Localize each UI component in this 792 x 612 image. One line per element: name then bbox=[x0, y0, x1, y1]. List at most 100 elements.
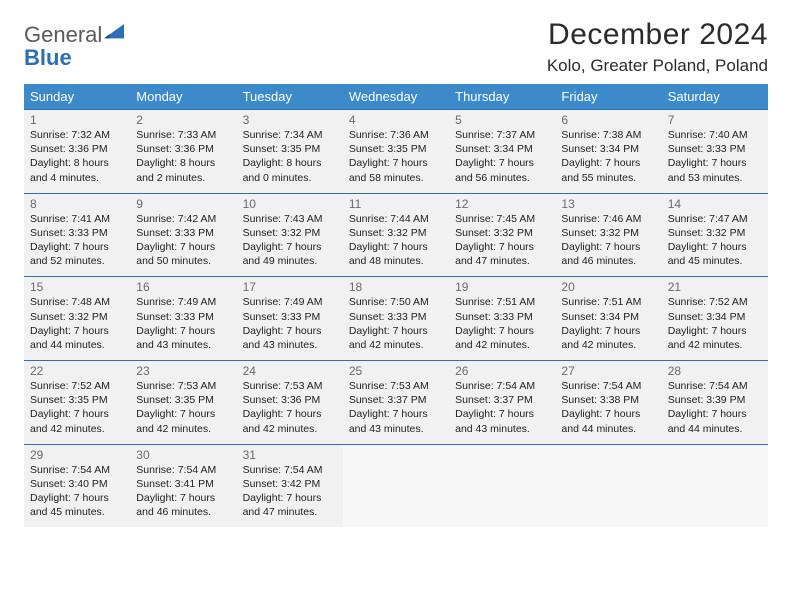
sunrise-text: Sunrise: 7:43 AM bbox=[243, 212, 337, 226]
sunset-text: Sunset: 3:36 PM bbox=[243, 393, 337, 407]
daylight-text: and 4 minutes. bbox=[30, 171, 124, 185]
sunrise-text: Sunrise: 7:47 AM bbox=[668, 212, 762, 226]
daylight-text: Daylight: 7 hours bbox=[349, 156, 443, 170]
calendar-day-cell: 5Sunrise: 7:37 AMSunset: 3:34 PMDaylight… bbox=[449, 110, 555, 194]
weekday-header: Friday bbox=[555, 84, 661, 110]
day-number: 11 bbox=[349, 197, 443, 211]
sunrise-text: Sunrise: 7:37 AM bbox=[455, 128, 549, 142]
calendar-day-cell: 23Sunrise: 7:53 AMSunset: 3:35 PMDayligh… bbox=[130, 361, 236, 445]
daylight-text: Daylight: 7 hours bbox=[136, 324, 230, 338]
sunrise-text: Sunrise: 7:52 AM bbox=[30, 379, 124, 393]
day-number: 9 bbox=[136, 197, 230, 211]
sunset-text: Sunset: 3:35 PM bbox=[349, 142, 443, 156]
daylight-text: Daylight: 8 hours bbox=[136, 156, 230, 170]
calendar-day-cell: 16Sunrise: 7:49 AMSunset: 3:33 PMDayligh… bbox=[130, 277, 236, 361]
day-number: 12 bbox=[455, 197, 549, 211]
sunrise-text: Sunrise: 7:54 AM bbox=[243, 463, 337, 477]
day-number: 26 bbox=[455, 364, 549, 378]
sunrise-text: Sunrise: 7:34 AM bbox=[243, 128, 337, 142]
sunrise-text: Sunrise: 7:53 AM bbox=[136, 379, 230, 393]
sunset-text: Sunset: 3:33 PM bbox=[349, 310, 443, 324]
daylight-text: and 46 minutes. bbox=[561, 254, 655, 268]
daylight-text: and 43 minutes. bbox=[349, 422, 443, 436]
sunset-text: Sunset: 3:37 PM bbox=[455, 393, 549, 407]
calendar-week-row: 22Sunrise: 7:52 AMSunset: 3:35 PMDayligh… bbox=[24, 361, 768, 445]
day-number: 10 bbox=[243, 197, 337, 211]
daylight-text: Daylight: 7 hours bbox=[349, 324, 443, 338]
weekday-header: Monday bbox=[130, 84, 236, 110]
sunset-text: Sunset: 3:33 PM bbox=[455, 310, 549, 324]
header: General Blue December 2024 Kolo, Greater… bbox=[24, 18, 768, 76]
daylight-text: and 42 minutes. bbox=[243, 422, 337, 436]
brand-logo: General Blue bbox=[24, 18, 126, 70]
weekday-header: Tuesday bbox=[237, 84, 343, 110]
sunrise-text: Sunrise: 7:33 AM bbox=[136, 128, 230, 142]
day-number: 15 bbox=[30, 280, 124, 294]
day-number: 7 bbox=[668, 113, 762, 127]
sunrise-text: Sunrise: 7:54 AM bbox=[668, 379, 762, 393]
calendar-day-cell: 11Sunrise: 7:44 AMSunset: 3:32 PMDayligh… bbox=[343, 193, 449, 277]
daylight-text: and 42 minutes. bbox=[668, 338, 762, 352]
sunrise-text: Sunrise: 7:46 AM bbox=[561, 212, 655, 226]
daylight-text: and 2 minutes. bbox=[136, 171, 230, 185]
calendar-day-cell: 3Sunrise: 7:34 AMSunset: 3:35 PMDaylight… bbox=[237, 110, 343, 194]
daylight-text: Daylight: 7 hours bbox=[243, 491, 337, 505]
sunrise-text: Sunrise: 7:45 AM bbox=[455, 212, 549, 226]
sunrise-text: Sunrise: 7:54 AM bbox=[561, 379, 655, 393]
sunset-text: Sunset: 3:32 PM bbox=[561, 226, 655, 240]
sunset-text: Sunset: 3:35 PM bbox=[136, 393, 230, 407]
sunrise-text: Sunrise: 7:36 AM bbox=[349, 128, 443, 142]
calendar-day-cell: 25Sunrise: 7:53 AMSunset: 3:37 PMDayligh… bbox=[343, 361, 449, 445]
daylight-text: and 43 minutes. bbox=[243, 338, 337, 352]
sunset-text: Sunset: 3:34 PM bbox=[561, 310, 655, 324]
daylight-text: Daylight: 7 hours bbox=[668, 240, 762, 254]
daylight-text: Daylight: 7 hours bbox=[243, 407, 337, 421]
sunrise-text: Sunrise: 7:49 AM bbox=[136, 295, 230, 309]
calendar-day-cell: 14Sunrise: 7:47 AMSunset: 3:32 PMDayligh… bbox=[662, 193, 768, 277]
day-number: 21 bbox=[668, 280, 762, 294]
sunset-text: Sunset: 3:32 PM bbox=[668, 226, 762, 240]
daylight-text: Daylight: 7 hours bbox=[561, 156, 655, 170]
sunrise-text: Sunrise: 7:50 AM bbox=[349, 295, 443, 309]
daylight-text: and 55 minutes. bbox=[561, 171, 655, 185]
day-number: 31 bbox=[243, 448, 337, 462]
sunset-text: Sunset: 3:34 PM bbox=[561, 142, 655, 156]
sunrise-text: Sunrise: 7:51 AM bbox=[561, 295, 655, 309]
brand-triangle-icon bbox=[104, 24, 126, 42]
daylight-text: and 43 minutes. bbox=[455, 422, 549, 436]
calendar-week-row: 8Sunrise: 7:41 AMSunset: 3:33 PMDaylight… bbox=[24, 193, 768, 277]
calendar-day-cell: 22Sunrise: 7:52 AMSunset: 3:35 PMDayligh… bbox=[24, 361, 130, 445]
sunrise-text: Sunrise: 7:49 AM bbox=[243, 295, 337, 309]
day-number: 27 bbox=[561, 364, 655, 378]
daylight-text: Daylight: 8 hours bbox=[30, 156, 124, 170]
daylight-text: Daylight: 7 hours bbox=[455, 156, 549, 170]
calendar-body: 1Sunrise: 7:32 AMSunset: 3:36 PMDaylight… bbox=[24, 110, 768, 528]
title-block: December 2024 Kolo, Greater Poland, Pola… bbox=[547, 18, 768, 76]
daylight-text: and 0 minutes. bbox=[243, 171, 337, 185]
day-number: 25 bbox=[349, 364, 443, 378]
weekday-header: Thursday bbox=[449, 84, 555, 110]
daylight-text: and 44 minutes. bbox=[30, 338, 124, 352]
weekday-header: Saturday bbox=[662, 84, 768, 110]
calendar-day-cell: 26Sunrise: 7:54 AMSunset: 3:37 PMDayligh… bbox=[449, 361, 555, 445]
location-text: Kolo, Greater Poland, Poland bbox=[547, 56, 768, 76]
sunset-text: Sunset: 3:35 PM bbox=[243, 142, 337, 156]
sunset-text: Sunset: 3:32 PM bbox=[455, 226, 549, 240]
day-number: 2 bbox=[136, 113, 230, 127]
calendar-day-cell: 21Sunrise: 7:52 AMSunset: 3:34 PMDayligh… bbox=[662, 277, 768, 361]
daylight-text: Daylight: 7 hours bbox=[136, 491, 230, 505]
daylight-text: Daylight: 7 hours bbox=[136, 407, 230, 421]
daylight-text: Daylight: 7 hours bbox=[668, 156, 762, 170]
day-number: 14 bbox=[668, 197, 762, 211]
day-number: 30 bbox=[136, 448, 230, 462]
calendar-empty-cell bbox=[343, 444, 449, 527]
calendar-day-cell: 1Sunrise: 7:32 AMSunset: 3:36 PMDaylight… bbox=[24, 110, 130, 194]
daylight-text: Daylight: 7 hours bbox=[136, 240, 230, 254]
sunrise-text: Sunrise: 7:53 AM bbox=[243, 379, 337, 393]
calendar-day-cell: 10Sunrise: 7:43 AMSunset: 3:32 PMDayligh… bbox=[237, 193, 343, 277]
day-number: 18 bbox=[349, 280, 443, 294]
sunrise-text: Sunrise: 7:51 AM bbox=[455, 295, 549, 309]
sunrise-text: Sunrise: 7:41 AM bbox=[30, 212, 124, 226]
daylight-text: and 42 minutes. bbox=[561, 338, 655, 352]
daylight-text: Daylight: 7 hours bbox=[30, 324, 124, 338]
